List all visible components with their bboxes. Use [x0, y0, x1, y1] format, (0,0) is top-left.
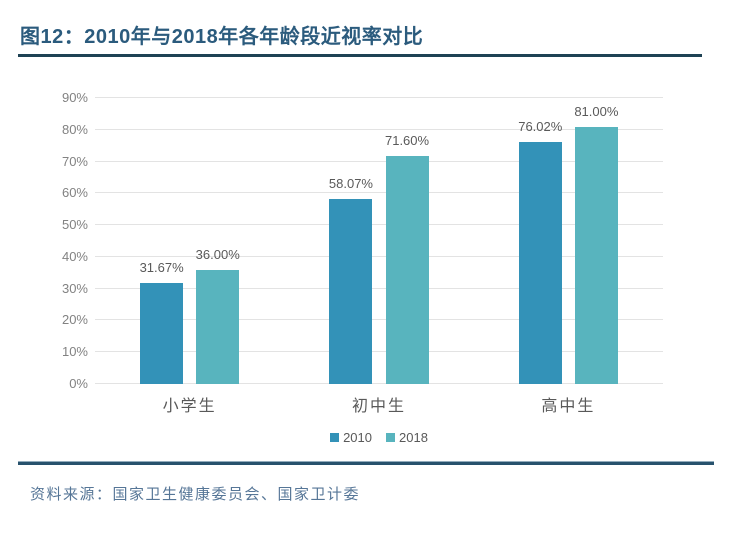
y-tick-label: 50% [61, 217, 88, 233]
bar-2010-小学生: 31.67% [140, 260, 184, 384]
x-axis: 小学生 初中生 高中生 [95, 392, 663, 416]
legend-label: 2010 [343, 430, 372, 445]
title-underline [18, 54, 702, 57]
x-category-label: 初中生 [351, 398, 406, 415]
bar-rect [574, 126, 618, 384]
bar-rect [385, 156, 429, 384]
y-tick-label: 70% [61, 153, 88, 169]
bar-group-初中生: 58.07% 71.60% [284, 98, 473, 384]
gridline-20% [95, 319, 663, 321]
source-note: 资料来源：国家卫生健康委员会、国家卫计委 [30, 487, 361, 503]
gridline-60% [95, 192, 663, 194]
y-tick-label: 80% [61, 121, 88, 137]
data-label: 71.60% [384, 133, 430, 149]
gridline-0% [95, 383, 663, 384]
y-tick-label: 0% [69, 376, 88, 391]
chart-legend: 2010 2018 [95, 430, 663, 445]
data-label: 81.00% [574, 103, 619, 119]
y-tick-label: 40% [61, 248, 88, 264]
legend-swatch-icon [330, 433, 340, 442]
bar-2018-高中生: 81.00% [574, 104, 618, 384]
bar-2018-初中生: 71.60% [385, 133, 429, 384]
bar-2010-高中生: 76.02% [518, 119, 562, 384]
data-label: 31.67% [139, 260, 184, 276]
plot-area: 31.67% 36.00% 58.07% 71.60% 76.02% 81.00% [95, 97, 663, 384]
gridline-50% [95, 224, 663, 226]
footer-divider [18, 461, 714, 465]
bar-2010-初中生: 58.07% [329, 176, 373, 384]
y-tick-label: 90% [61, 90, 88, 105]
gridline-10% [95, 351, 663, 353]
y-tick-label: 60% [61, 185, 88, 201]
bar-rect [196, 269, 240, 384]
y-axis: 0% 10% 20% 30% 40% 50% 60% 70% 80% 90% [38, 90, 88, 391]
gridline-30% [95, 287, 663, 289]
data-label: 36.00% [195, 246, 240, 262]
data-label: 58.07% [328, 176, 373, 192]
y-tick-label: 20% [61, 312, 88, 328]
x-category-label: 小学生 [162, 398, 217, 415]
gridline-90% [95, 97, 663, 98]
legend-label: 2018 [399, 430, 428, 445]
bar-group-小学生: 31.67% 36.00% [95, 98, 284, 384]
legend-item-2018: 2018 [386, 430, 428, 445]
legend-item-2010: 2010 [330, 430, 372, 445]
bar-rect [329, 199, 373, 384]
bar-2018-小学生: 36.00% [196, 247, 240, 384]
y-tick-label: 10% [61, 344, 88, 360]
gridline-40% [95, 255, 663, 257]
legend-swatch-icon [386, 433, 395, 442]
x-category-label: 高中生 [541, 398, 596, 415]
data-label: 76.02% [518, 119, 563, 135]
gridline-80% [95, 128, 663, 130]
y-tick-label: 30% [61, 280, 88, 296]
bar-rect [518, 142, 562, 384]
gridline-70% [95, 160, 663, 162]
bar-group-高中生: 76.02% 81.00% [474, 98, 663, 384]
bars-layer: 31.67% 36.00% 58.07% 71.60% 76.02% 81.00% [95, 98, 663, 384]
figure-title: 图12：2010年与2018年各年龄段近视率对比 [20, 26, 424, 48]
bar-rect [140, 283, 184, 384]
